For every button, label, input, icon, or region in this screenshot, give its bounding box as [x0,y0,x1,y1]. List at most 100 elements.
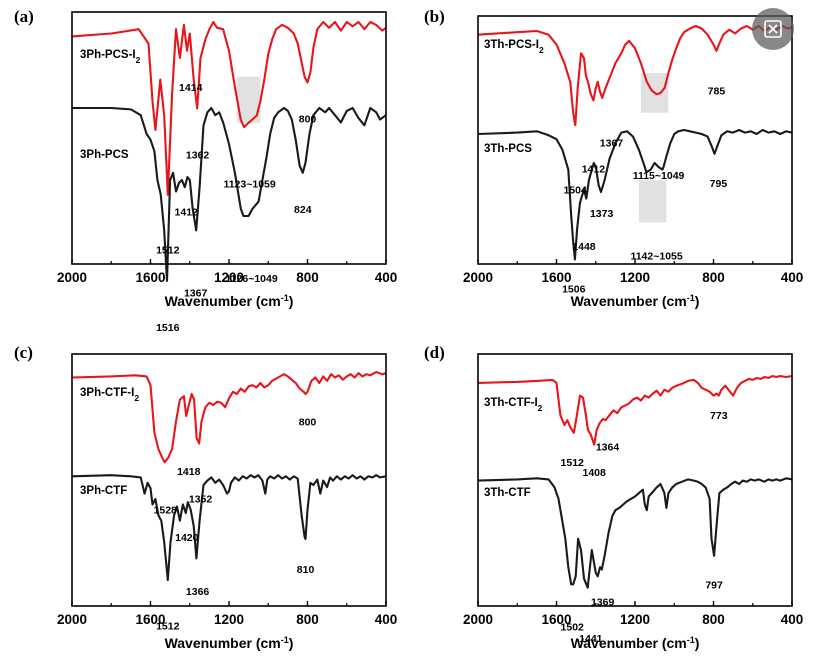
series-line-pristine [71,474,387,582]
peak-label: 1123~1059 [223,178,275,190]
series-label-subscript: 2 [136,55,141,65]
peak-label: 1142~1055 [630,250,682,262]
x-tick-label: 1600 [541,612,571,627]
x-axis-label-close: ) [289,293,294,309]
x-axis-label: Wavenumber (cm-1) [571,293,700,309]
peak-label: 1528 [154,505,178,517]
peak-label: 1512 [156,620,180,632]
x-tick-label: 400 [375,612,398,627]
series-label: 3Th-PCS-I2 [484,39,544,55]
x-axis-label: Wavenumber (cm-1) [165,635,294,651]
x-tick-label: 1200 [214,270,244,285]
panel-label: (c) [14,343,33,362]
series-label: 3Ph-PCS-I2 [80,49,141,65]
panel-1: 3Ph-PCS-I2 3Ph-PCS 1414 1362 800 1123~1059 151… [14,7,397,334]
peak-label: 1512 [561,457,585,469]
peak-label: 810 [297,564,315,576]
series-label: 3Ph-CTF [80,485,127,497]
x-tick-label: 800 [296,270,319,285]
series-line-iodine [71,370,387,464]
series-label-subscript: 2 [134,393,139,403]
x-tick-label: 800 [702,270,725,285]
series-line-pristine [477,477,793,589]
peak-label: 1412 [175,207,199,219]
x-tick-label: 400 [781,612,804,627]
peak-label: 800 [299,417,317,429]
series-label-subscript: 2 [538,403,543,413]
x-tick-label: 800 [296,612,319,627]
x-tick-label: 1600 [541,270,571,285]
x-tick-label: 400 [781,270,804,285]
peak-label: 1516 [156,322,180,334]
x-tick-label: 2000 [463,270,493,285]
peak-label: 797 [705,579,723,591]
peak-label: 1364 [596,442,620,454]
peak-label: 1366 [186,586,210,598]
series-line-iodine [71,20,387,196]
peak-label: 824 [294,204,312,216]
x-axis-label-text: Wavenumber (cm [571,635,687,651]
peak-label: 1362 [186,149,210,161]
highlight-band [236,76,261,123]
peak-label: 1412 [582,164,606,176]
x-tick-label: 1200 [214,612,244,627]
x-axis-label-text: Wavenumber (cm [165,293,281,309]
peak-label: 1441 [579,633,603,645]
series-line-iodine [477,24,793,127]
x-tick-label: 2000 [463,612,493,627]
x-axis-label-text: Wavenumber (cm [571,293,687,309]
peak-label: 1418 [177,466,201,478]
peak-label: 1367 [600,138,624,150]
peak-label: 785 [708,85,726,97]
peak-label: 1367 [184,287,208,299]
series-line-pristine [477,128,793,261]
x-axis-label-text: Wavenumber (cm [165,635,281,651]
peak-label: 1512 [156,245,180,257]
peak-label: 800 [299,113,317,125]
highlight-band [638,180,667,223]
x-tick-label: 400 [375,270,398,285]
series-line-pristine [72,106,387,282]
peak-label: 1504 [563,185,587,197]
series-label: 3Ph-CTF-I2 [80,387,139,403]
x-axis-label-sup: -1 [281,293,289,303]
x-axis-label-close: ) [289,635,294,651]
peak-label: 1420 [175,532,199,544]
peak-label: 773 [710,410,728,422]
series-label: 3Th-PCS [484,143,532,155]
x-axis-label-sup: -1 [687,293,695,303]
series-label: 3Ph-PCS [80,149,129,161]
panel-label: (b) [424,7,445,26]
peak-label: 1115~1049 [633,170,685,182]
x-axis-label-sup: -1 [281,635,289,645]
peak-label: 1414 [179,82,203,94]
panel-label: (a) [14,7,34,26]
series-line-iodine [477,374,793,446]
peak-label: 1502 [561,621,585,633]
x-tick-label: 2000 [57,612,87,627]
series-label: 3Th-CTF-I2 [484,397,543,413]
x-tick-label: 1600 [135,270,165,285]
x-axis-label-sup: -1 [687,635,695,645]
x-tick-label: 1200 [620,612,650,627]
peak-label: 1448 [572,241,596,253]
peak-label: 1506 [562,283,586,295]
x-tick-label: 1600 [135,612,165,627]
peak-label: 1408 [583,467,607,479]
x-tick-label: 800 [702,612,725,627]
x-axis-label: Wavenumber (cm-1) [165,293,294,309]
close-icon [764,20,782,38]
close-button[interactable] [752,8,794,50]
x-axis-label-close: ) [695,635,700,651]
peak-label: 1373 [590,208,614,220]
panel-2: 3Th-PCS-I2 3Th-PCS 1504 1412 1367 1115~1049 78… [424,7,803,309]
peak-label: 1352 [189,494,213,506]
x-tick-label: 2000 [57,270,87,285]
series-label-subscript: 2 [539,45,544,55]
panel-label: (d) [424,343,445,362]
x-axis-label: Wavenumber (cm-1) [571,635,700,651]
peak-label: 795 [710,178,728,190]
series-label: 3Th-CTF [484,487,531,499]
peak-label: 1126~1049 [225,273,277,285]
